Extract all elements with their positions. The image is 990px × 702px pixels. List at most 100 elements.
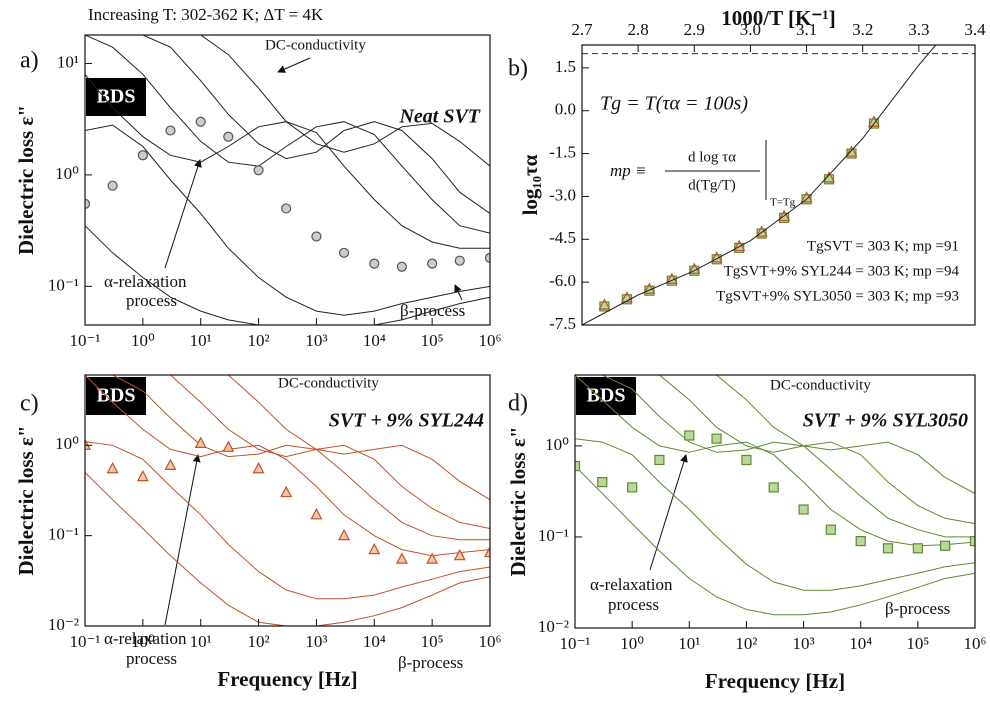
curve — [575, 375, 975, 525]
y-axis-title: log₁₀τα — [518, 154, 542, 215]
x-tick-label: 10² — [735, 634, 757, 653]
point — [620, 291, 633, 303]
tg-label: Tg = T(τα = 100s) — [600, 93, 748, 115]
sample-label: SVT + 9% SYL3050 — [803, 410, 968, 432]
formula: T=Tg — [770, 197, 796, 209]
x-tick-label: 3.3 — [908, 20, 929, 39]
x-tick-label: 10² — [248, 331, 270, 350]
alpha-label: α-relaxation — [104, 272, 187, 291]
x-tick-label: 10⁻¹ — [559, 634, 590, 653]
dc-label: DC-conductivity — [278, 375, 379, 391]
point — [940, 540, 951, 551]
curve — [85, 375, 490, 529]
point — [845, 145, 858, 157]
dc-label: DC-conductivity — [265, 37, 366, 53]
x-tick-label: 2.8 — [628, 20, 649, 39]
badge-box — [576, 377, 636, 415]
x-axis-title: Frequency [Hz] — [217, 667, 357, 691]
panel-label: a) — [20, 48, 39, 74]
y-tick-label: 10⁻² — [48, 615, 79, 634]
point — [369, 258, 380, 269]
x-tick-label: 10³ — [793, 634, 815, 653]
y-tick-label: 10¹ — [57, 52, 79, 71]
x-tick-label: 10¹ — [190, 632, 212, 651]
beta-label: β-process — [400, 301, 465, 320]
point — [768, 482, 779, 493]
point — [627, 482, 638, 493]
plot-area — [575, 375, 975, 616]
point — [252, 461, 265, 474]
plot-area — [582, 45, 975, 325]
point — [107, 180, 118, 191]
point — [281, 203, 292, 214]
x-tick-label: 10⁵ — [421, 331, 444, 350]
curve — [575, 375, 975, 494]
point — [846, 148, 857, 159]
alpha-label: process — [126, 291, 177, 310]
alpha-label: α-relaxation — [104, 629, 187, 648]
x-tick-label: 3.0 — [740, 20, 761, 39]
plot-area — [85, 375, 490, 626]
plot-area — [85, 35, 490, 325]
x-tick-label: 10⁴ — [363, 331, 386, 350]
badge: BDS — [587, 385, 626, 407]
point — [427, 258, 438, 269]
formula: d(Tg/T) — [688, 177, 735, 193]
y-tick-label: 10⁰ — [55, 434, 79, 453]
curve — [582, 45, 937, 325]
sample-label: SVT + 9% SYL244 — [329, 410, 484, 432]
point — [253, 165, 264, 176]
result: TgSVT+9% SYL244 = 303 K; mp =94 — [724, 263, 960, 279]
point — [223, 131, 234, 142]
x-tick-label: 10³ — [305, 632, 327, 651]
point — [164, 458, 177, 470]
point — [825, 524, 836, 535]
point — [867, 115, 880, 127]
point — [734, 242, 745, 253]
y-tick-label: 0.0 — [555, 100, 576, 119]
y-axis-title: Dielectric loss ε" — [506, 426, 530, 576]
arrow — [649, 454, 688, 571]
point — [644, 285, 655, 296]
alpha-label: α-relaxation — [590, 575, 673, 594]
y-tick-label: 10⁻¹ — [48, 275, 79, 294]
y-tick-label: 10⁻¹ — [48, 525, 79, 544]
point — [484, 545, 490, 558]
y-tick-label: 1.5 — [555, 57, 576, 76]
beta-label: β-process — [885, 599, 950, 618]
point — [85, 438, 91, 450]
x-tick-label: 10⁴ — [363, 632, 386, 651]
badge-box — [86, 377, 146, 415]
dc-label: DC-conductivity — [770, 377, 871, 393]
curve — [85, 35, 490, 167]
formula: d log τα — [688, 149, 736, 165]
point — [454, 255, 465, 266]
result: TgSVT+9% SYL3050 = 303 K; mp =93 — [716, 288, 959, 304]
x-tick-label: 10⁶ — [479, 632, 502, 651]
x-tick-label: 3.4 — [964, 20, 986, 39]
x-tick-label: 10⁻¹ — [69, 632, 100, 651]
point — [755, 225, 768, 237]
x-tick-label: 10⁵ — [906, 634, 929, 653]
curve — [85, 375, 490, 501]
point — [338, 247, 350, 258]
point — [106, 461, 119, 474]
point — [195, 116, 206, 127]
y-tick-label: -6.0 — [549, 271, 576, 290]
x-axis-title: 1000/T [K⁻¹] — [721, 6, 835, 30]
curve — [85, 35, 490, 234]
curve — [85, 35, 490, 214]
y-axis-title: Dielectric loss ε" — [14, 425, 38, 575]
plot-frame — [84, 374, 491, 627]
x-tick-label: 10² — [248, 632, 270, 651]
x-tick-label: 10⁶ — [964, 634, 987, 653]
y-tick-label: -7.5 — [549, 314, 576, 333]
point — [688, 262, 701, 274]
y-tick-label: 10⁰ — [545, 435, 569, 454]
curve — [85, 441, 490, 600]
note: Increasing T: 302-362 K; ΔT = 4K — [88, 5, 324, 24]
badge-box — [86, 78, 146, 116]
point — [311, 231, 322, 242]
point — [396, 261, 407, 272]
panel-label: d) — [508, 391, 528, 417]
